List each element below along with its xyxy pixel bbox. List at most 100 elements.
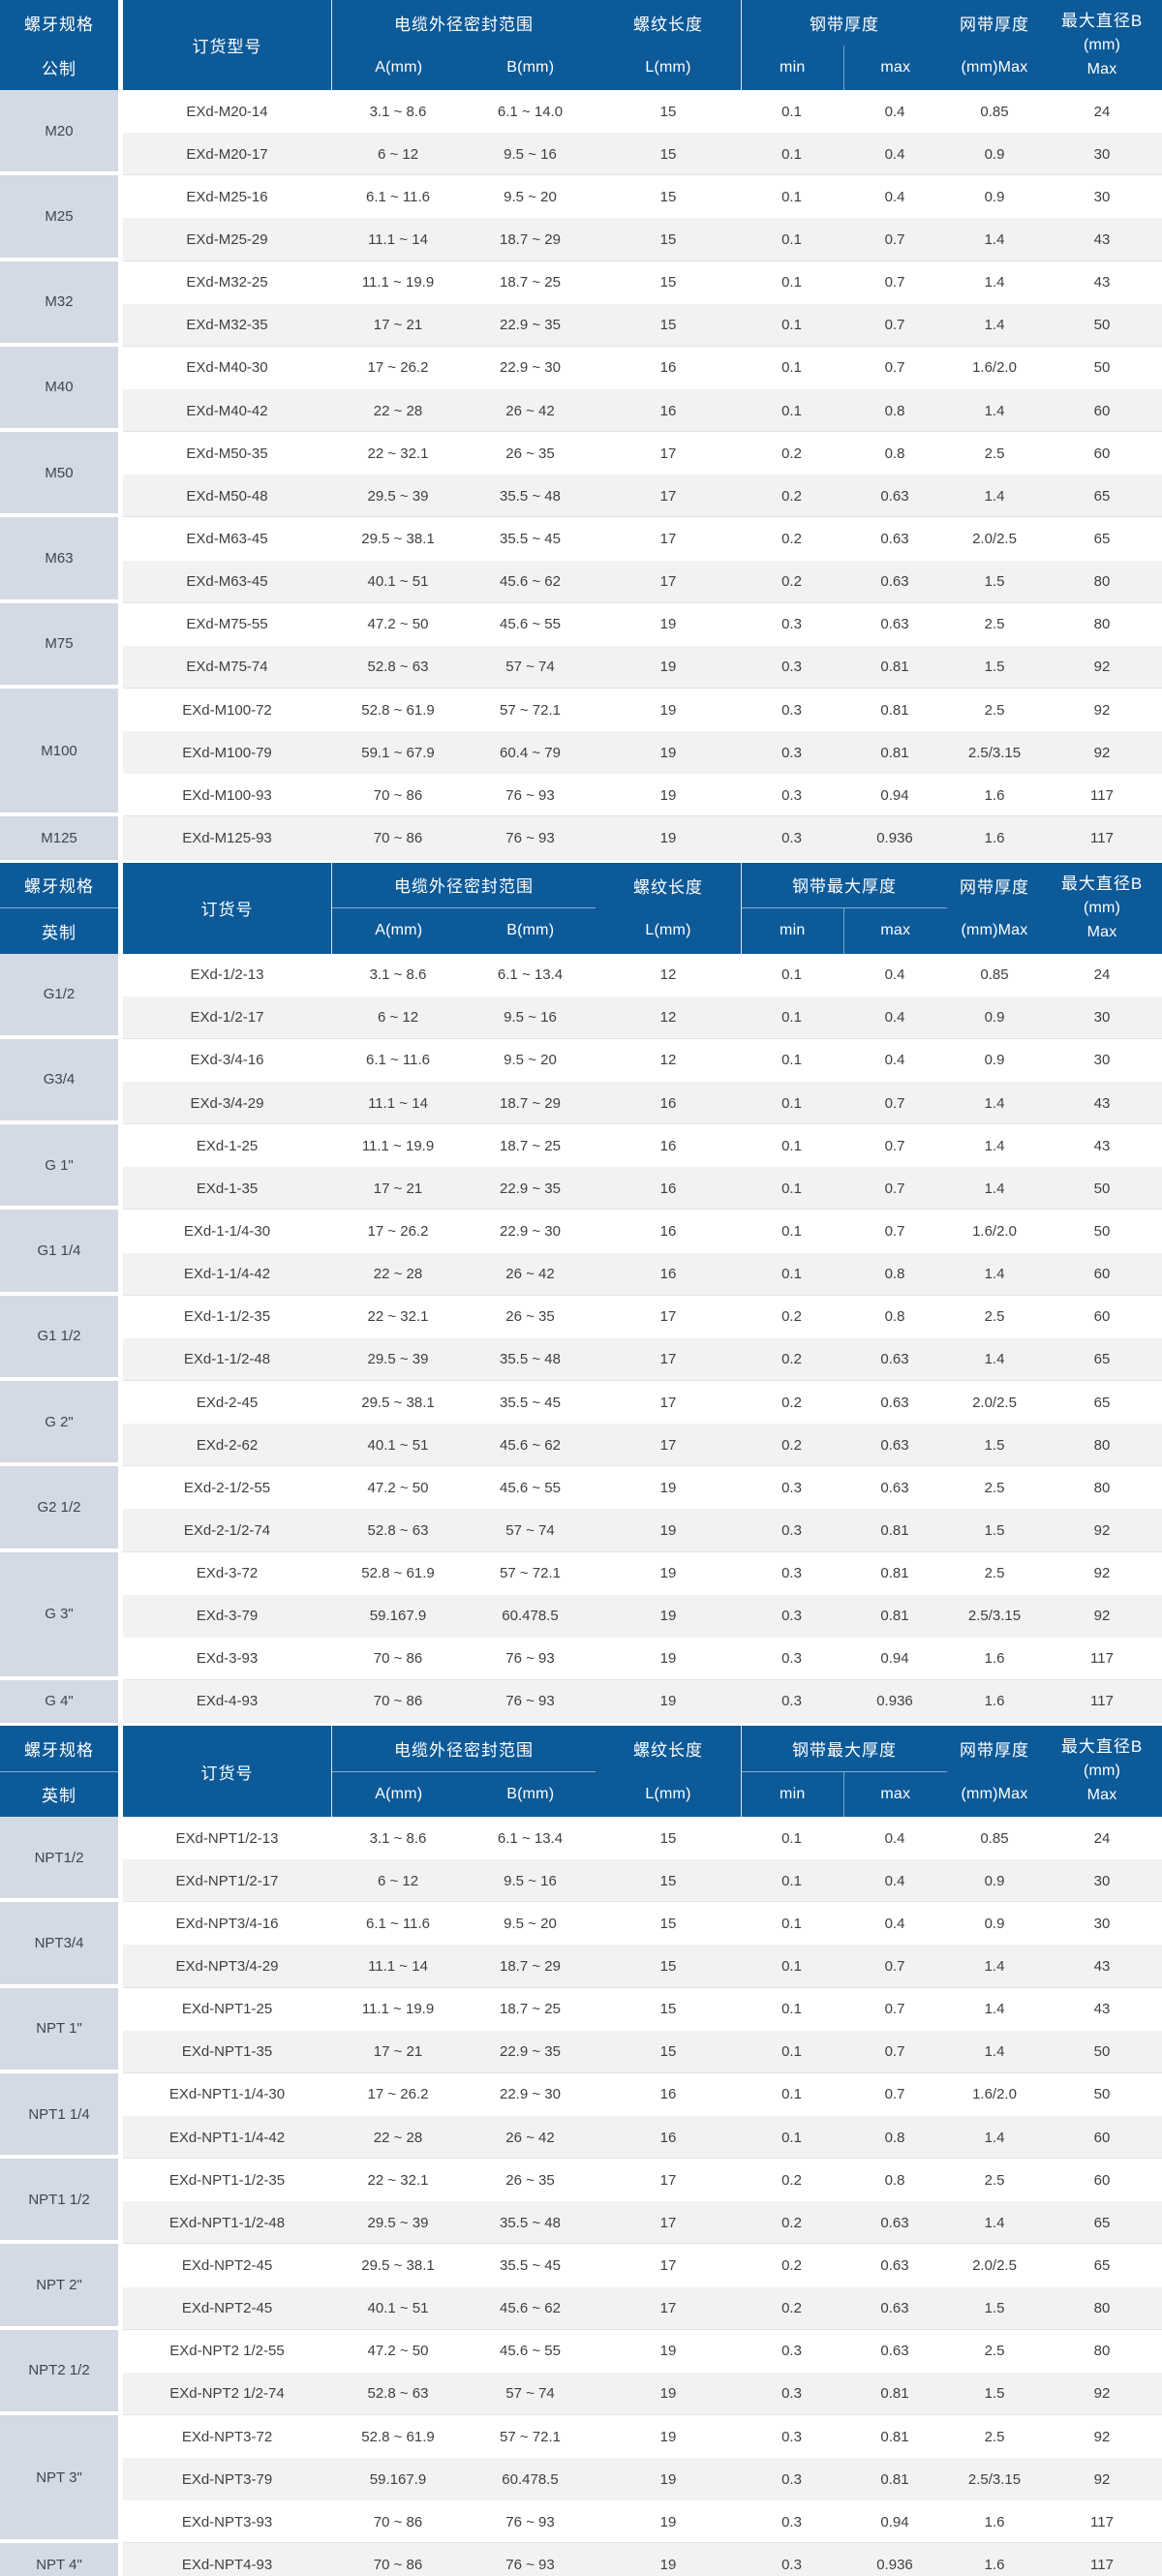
size-group: NPT1 1/2 EXd-NPT1-1/2-35 22 ~ 32.1 26 ~ 35 1… — [0, 2159, 1162, 2245]
cell-range-a: 11.1 ~ 19.9 — [361, 274, 435, 291]
cell-steel-min: 0.3 — [781, 701, 802, 719]
table-row: EXd-M50-35 22 ~ 32.1 26 ~ 35 17 0.2 0.8 2.5 60 — [123, 432, 1162, 475]
cell-mesh-thickness: 0.9 — [984, 1052, 1005, 1069]
cell-steel-min: 0.2 — [781, 1308, 802, 1326]
cell-mesh-thickness: 1.4 — [984, 2129, 1005, 2146]
cell-max-diameter: 65 — [1093, 1351, 1111, 1368]
cell-steel-min: 0.3 — [781, 2343, 802, 2360]
group-rows: EXd-NPT3/4-16 6.1 ~ 11.6 9.5 ~ 20 15 0.1 0.4 0… — [123, 1902, 1162, 1988]
cell-mesh-thickness: 2.5 — [984, 701, 1005, 719]
cell-range-b: 76 ~ 93 — [505, 1650, 555, 1668]
cell-mesh-thickness: 0.9 — [984, 1915, 1005, 1932]
cell-max-diameter: 43 — [1093, 274, 1111, 291]
group-rows: EXd-M125-93 70 ~ 86 76 ~ 93 19 0.3 0.936 1.6 11… — [123, 816, 1162, 860]
cell-max-diameter: 43 — [1093, 230, 1111, 248]
cell-order-code: EXd-NPT3-79 — [181, 2470, 273, 2488]
cell-thread-length: 17 — [659, 2300, 677, 2317]
cell-max-diameter: 30 — [1093, 1009, 1111, 1027]
cell-thread-length: 16 — [659, 1094, 677, 1112]
cell-mesh-thickness: 1.4 — [984, 1351, 1005, 1368]
cell-range-a: 52.8 ~ 61.9 — [361, 2428, 435, 2445]
cell-steel-min: 0.3 — [781, 786, 802, 804]
cell-range-b: 45.6 ~ 62 — [500, 573, 561, 591]
cell-thread-length: 16 — [659, 1137, 677, 1154]
cell-steel-max: 0.94 — [880, 786, 909, 804]
cell-range-a: 17 ~ 26.2 — [367, 2086, 429, 2103]
cell-steel-max: 0.7 — [884, 230, 905, 248]
cell-steel-max: 0.8 — [884, 445, 905, 462]
cell-mesh-thickness: 1.4 — [984, 1958, 1005, 1976]
cell-steel-max: 0.63 — [880, 1436, 909, 1454]
cell-range-a: 59.167.9 — [369, 1608, 427, 1625]
cell-thread-length: 19 — [659, 659, 677, 676]
cell-mesh-thickness: 1.6 — [984, 829, 1005, 846]
cell-order-code: EXd-NPT3-93 — [181, 2513, 273, 2530]
cell-max-diameter: 60 — [1093, 2129, 1111, 2146]
table-row: EXd-M20-17 6 ~ 12 9.5 ~ 16 15 0.1 0.4 0.9 30 — [123, 133, 1162, 176]
cell-steel-max: 0.4 — [884, 1915, 905, 1932]
cell-order-code: EXd-NPT1-35 — [181, 2043, 273, 2061]
header-thread-length: 螺纹长度 L(mm) — [596, 1726, 741, 1817]
thread-size-cell: NPT 4" — [0, 2543, 118, 2576]
cell-range-b: 18.7 ~ 25 — [500, 274, 561, 291]
cell-max-diameter: 50 — [1093, 2086, 1111, 2103]
header-steel-thickness-title: 钢带最大厚度 — [742, 1726, 947, 1772]
size-group: M40 EXd-M40-30 17 ~ 26.2 22.9 ~ 30 16 0.1 0.7 1… — [0, 346, 1162, 433]
cell-max-diameter: 60 — [1093, 1308, 1111, 1326]
header-max-diameter-mm: (mm) — [1083, 36, 1121, 53]
cell-steel-max: 0.81 — [880, 659, 909, 676]
cell-steel-min: 0.1 — [781, 2001, 802, 2018]
cell-range-a: 29.5 ~ 39 — [367, 2214, 429, 2231]
cell-range-a: 22 ~ 28 — [373, 2129, 423, 2146]
cell-max-diameter: 50 — [1093, 1180, 1111, 1197]
cell-order-code: EXd-NPT1/2-17 — [175, 1872, 279, 1889]
cell-range-b: 22.9 ~ 30 — [500, 2086, 561, 2103]
cell-steel-max: 0.63 — [880, 487, 909, 505]
header-thread-spec: 螺牙规格 英制 — [0, 1726, 118, 1817]
cell-steel-min: 0.1 — [781, 145, 802, 163]
cell-order-code: EXd-M75-55 — [186, 616, 268, 633]
cell-range-a: 29.5 ~ 39 — [367, 487, 429, 505]
header-col-min: min — [780, 922, 806, 939]
cell-thread-length: 19 — [659, 1650, 677, 1668]
table-row: EXd-NPT3-79 59.167.9 60.478.5 19 0.3 0.81 2.5/… — [123, 2458, 1162, 2501]
cell-range-a: 17 ~ 26.2 — [367, 1222, 429, 1240]
table-row: EXd-1/2-17 6 ~ 12 9.5 ~ 16 12 0.1 0.4 0.9 30 — [123, 996, 1162, 1039]
header-col-b: B(mm) — [506, 58, 555, 76]
cell-order-code: EXd-M63-45 — [186, 530, 268, 547]
table-row: EXd-1-1/2-35 22 ~ 32.1 26 ~ 35 17 0.2 0.8 2.5 6… — [123, 1295, 1162, 1338]
cell-mesh-thickness: 2.5 — [984, 2428, 1005, 2445]
cell-range-a: 52.8 ~ 61.9 — [361, 701, 435, 719]
cell-mesh-thickness: 2.5 — [984, 2171, 1005, 2189]
cell-mesh-thickness: 0.9 — [984, 1009, 1005, 1027]
header-col-max: max — [842, 45, 948, 90]
group-rows: EXd-NPT4-93 70 ~ 86 76 ~ 93 19 0.3 0.936 1.6 11… — [123, 2543, 1162, 2576]
cell-range-a: 52.8 ~ 61.9 — [361, 1565, 435, 1582]
header-system-label: 英制 — [42, 1787, 76, 1806]
cell-max-diameter: 117 — [1090, 2513, 1114, 2530]
cell-max-diameter: 117 — [1090, 786, 1114, 804]
cell-range-a: 70 ~ 86 — [373, 1650, 423, 1668]
header-col-b: B(mm) — [506, 922, 555, 939]
cell-range-a: 40.1 ~ 51 — [367, 573, 429, 591]
cell-steel-max: 0.94 — [880, 1650, 909, 1668]
cell-order-code: EXd-M25-16 — [186, 188, 268, 205]
cell-steel-min: 0.3 — [781, 659, 802, 676]
cell-mesh-thickness: 1.6 — [984, 786, 1005, 804]
header-col-l: L(mm) — [645, 1785, 691, 1802]
cell-order-code: EXd-2-1/2-74 — [183, 1521, 271, 1539]
cell-steel-min: 0.3 — [781, 1479, 802, 1496]
header-steel-subs: min max — [742, 45, 948, 90]
cell-range-a: 22 ~ 32.1 — [367, 445, 429, 462]
header-max-diameter-max: Max — [1086, 923, 1117, 940]
header-mesh-thickness: 网带厚度 (mm)Max — [947, 0, 1042, 90]
cell-range-a: 29.5 ~ 38.1 — [361, 2257, 435, 2275]
cell-range-a: 3.1 ~ 8.6 — [369, 103, 427, 120]
cell-range-b: 26 ~ 35 — [505, 1308, 555, 1326]
table-row: EXd-NPT1-1/2-48 29.5 ~ 39 35.5 ~ 48 17 0.2 0.… — [123, 2201, 1162, 2245]
header-order-no: 订货型号 — [123, 0, 331, 90]
cell-mesh-thickness: 2.5/3.15 — [967, 744, 1022, 761]
cell-mesh-thickness: 2.0/2.5 — [972, 2257, 1017, 2275]
cell-steel-max: 0.7 — [884, 1958, 905, 1976]
cell-max-diameter: 24 — [1093, 1829, 1111, 1847]
